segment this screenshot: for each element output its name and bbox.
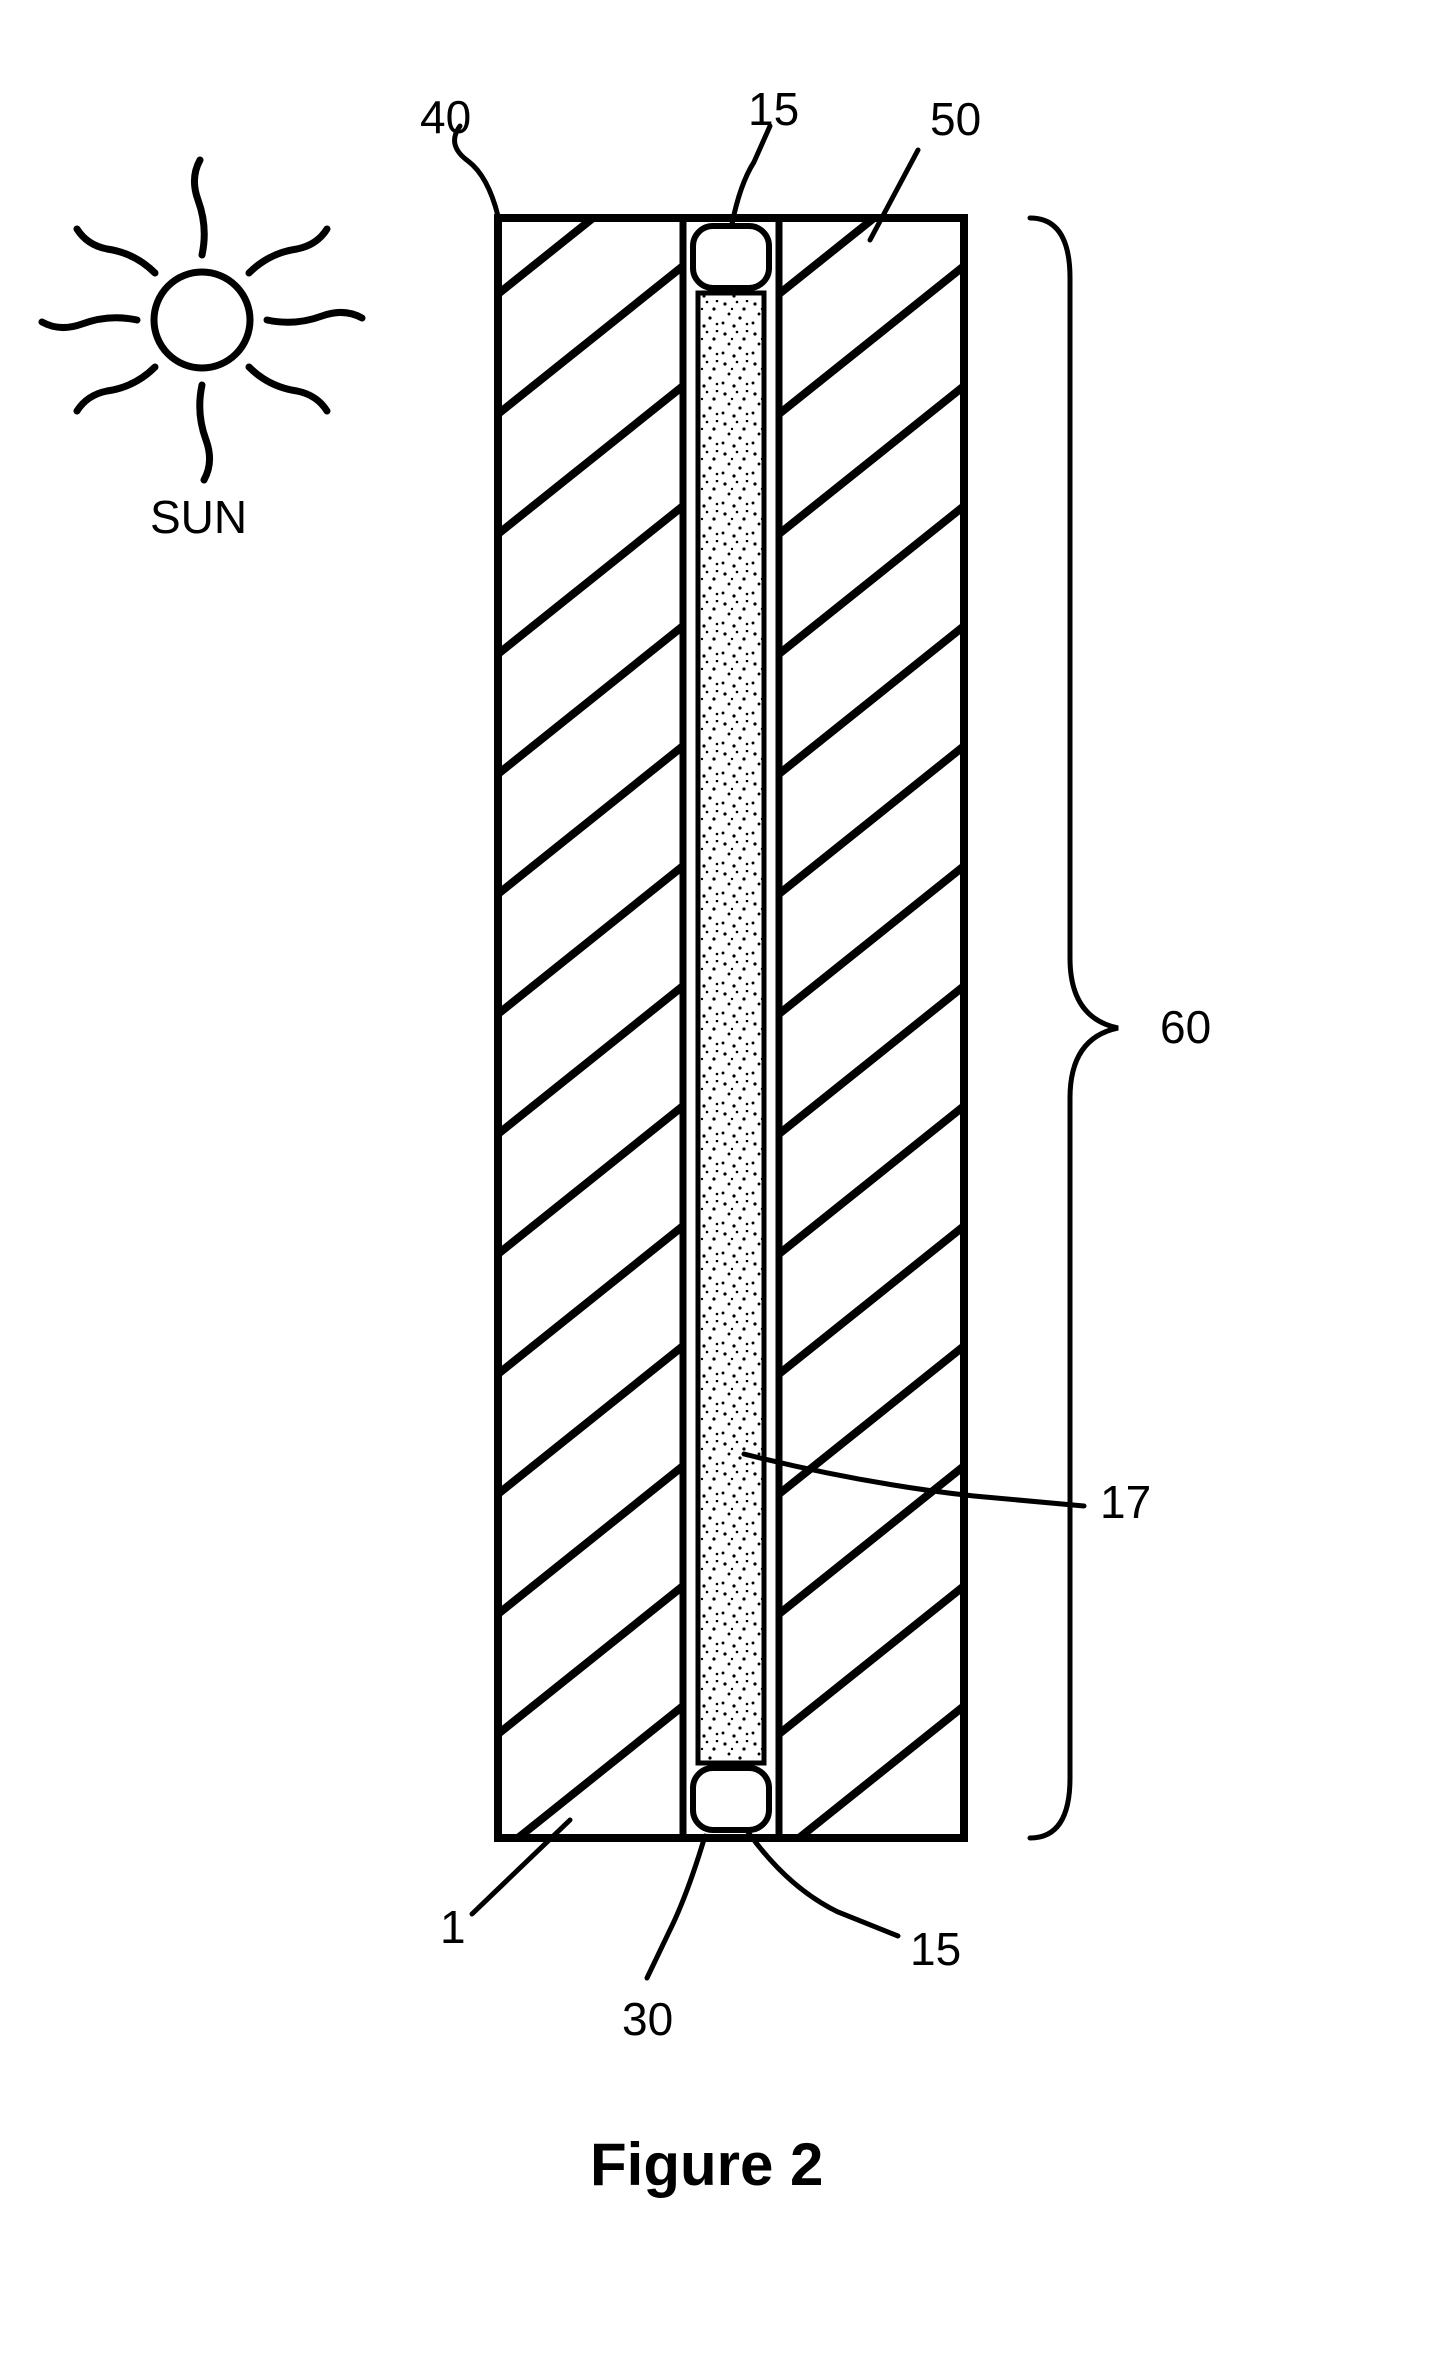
sun-icon <box>42 160 362 480</box>
label-30: 30 <box>622 1992 673 2046</box>
sun-label: SUN <box>150 490 247 544</box>
gap-fill <box>698 293 764 1763</box>
panel-assembly <box>478 130 984 1870</box>
leader-15a <box>732 126 770 224</box>
label-15-bottom: 15 <box>910 1922 961 1976</box>
label-60: 60 <box>1160 1000 1211 1054</box>
pane-left <box>478 130 703 1870</box>
label-50: 50 <box>930 92 981 146</box>
figure-svg <box>0 0 1448 2367</box>
pane-right <box>759 130 984 1870</box>
label-40: 40 <box>420 90 471 144</box>
seal-top <box>693 226 769 288</box>
leader-50 <box>870 150 918 240</box>
leader-15b <box>748 1832 898 1936</box>
label-1: 1 <box>440 1900 466 1954</box>
label-15-top: 15 <box>748 82 799 136</box>
seal-bottom <box>693 1768 769 1830</box>
label-17: 17 <box>1100 1475 1151 1529</box>
figure-caption: Figure 2 <box>590 2130 823 2199</box>
brace-60 <box>1030 218 1118 1838</box>
figure-page: SUN 40 15 50 60 17 1 30 15 Figure 2 <box>0 0 1448 2367</box>
leader-30 <box>647 1836 705 1978</box>
